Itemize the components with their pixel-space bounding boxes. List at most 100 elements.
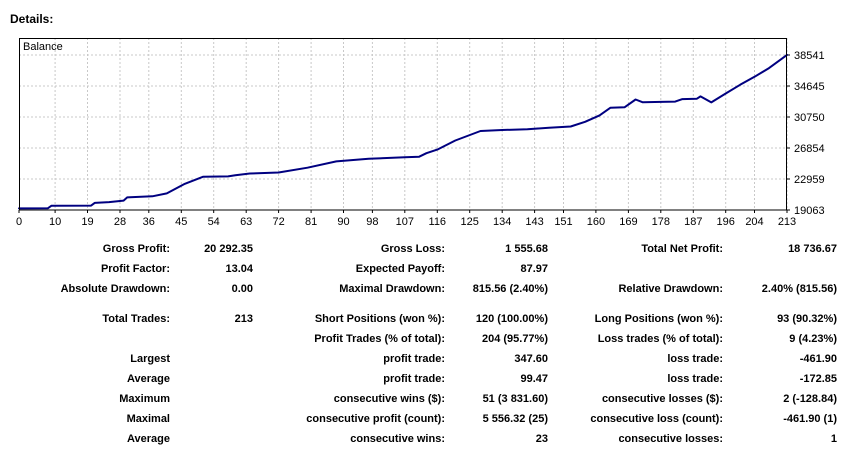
x-axis-label: 28 [114,216,126,228]
x-axis-label: 196 [717,216,735,228]
stat-label: Short Positions (won %): [314,313,445,325]
x-axis-label: 90 [337,216,349,228]
y-axis-label: 22959 [794,174,825,186]
x-axis-label: 45 [175,216,187,228]
chart-legend-balance: Balance [23,41,63,53]
x-axis-label: 116 [429,216,447,228]
table-row: Absolute Drawdown: 0.00 Maximal Drawdown: 8… [0,279,854,299]
table-row: Total Trades: 213 Short Positions (won %):… [0,309,854,329]
stat-label: Loss trades (% of total): [597,333,723,345]
table-gap-row [0,299,854,309]
stat-label: Gross Loss: [380,243,445,255]
table-row: Maximum consecutive wins ($): 51 (3 831.60… [0,389,854,409]
y-axis-label: 30750 [794,112,825,124]
stat-label: Maximal [126,413,170,425]
stat-label: loss trade: [667,353,723,365]
stat-value: 213 [234,313,253,325]
x-axis-label: 125 [461,216,479,228]
x-axis-label: 107 [396,216,414,228]
stat-label: consecutive wins: [350,433,445,445]
stat-value [170,409,253,429]
y-axis-label: 34645 [794,81,825,93]
stat-value: 13.04 [225,263,253,275]
x-axis-label: 0 [16,216,22,228]
stat-label: Expected Payoff: [355,263,445,275]
x-axis-label: 134 [493,216,511,228]
x-axis-label: 98 [366,216,378,228]
x-axis-label: 160 [587,216,605,228]
stat-value [723,259,837,279]
x-axis-label: 10 [49,216,61,228]
stat-label: Average [126,433,170,445]
x-axis-label: 143 [525,216,543,228]
table-row: Profit Trades (% of total): 204 (95.77%) L… [0,329,854,349]
table-row: Largest profit trade: 347.60 loss trade: -46… [0,349,854,369]
details-heading: Details: [10,12,54,26]
stat-value: 1 [830,433,837,445]
stat-value: -172.85 [799,373,837,385]
stat-value: 9 (4.23%) [789,333,837,345]
y-axis-label: 26854 [794,143,825,155]
stat-value [170,329,253,349]
balance-line [18,53,788,210]
plot-border [19,38,787,211]
stat-label: profit trade: [383,353,445,365]
stat-value: 20 292.35 [204,243,253,255]
stat-label: Maximal Drawdown: [339,283,445,295]
stat-label: consecutive losses ($): [601,393,723,405]
stat-label: Largest [130,353,170,365]
stat-value: 2.40% (815.56) [761,283,837,295]
stat-label: Relative Drawdown: [618,283,723,295]
x-axis-label: 151 [554,216,572,228]
stat-label [0,329,170,349]
stat-value: 0.00 [231,283,253,295]
x-axis-label: 204 [745,216,763,228]
plot-area [19,38,787,210]
table-row: Maximal consecutive profit (count): 5 556.… [0,409,854,429]
x-axis-label: 54 [208,216,220,228]
stat-label: Total Net Profit: [641,243,723,255]
stat-value: 18 736.67 [788,243,837,255]
stat-label [548,259,723,279]
stat-value: 120 (100.00%) [475,313,548,325]
stat-value [170,349,253,369]
balance-chart: 0 10 19 28 36 45 54 63 72 81 90 98 107 116 125 134 143 15… [16,38,825,228]
x-axis-label: 81 [305,216,317,228]
stat-value: 347.60 [514,353,548,365]
stat-value [170,369,253,389]
stat-label: Long Positions (won %): [594,313,723,325]
table-row: Average profit trade: 99.47 loss trade: -172… [0,369,854,389]
stat-value: 2 (-128.84) [783,393,837,405]
stat-label: consecutive losses: [618,433,723,445]
x-axis-label: 169 [619,216,637,228]
stat-value: -461.90 [799,353,837,365]
x-axis-label: 213 [778,216,796,228]
stat-value [170,389,253,409]
stat-label: consecutive wins ($): [333,393,445,405]
stat-value: 815.56 (2.40%) [472,283,548,295]
stat-label: Average [126,373,170,385]
stat-label: Profit Trades (% of total): [314,333,445,345]
stat-label: Total Trades: [102,313,170,325]
stat-label: consecutive loss (count): [590,413,723,425]
x-axis-label: 187 [684,216,702,228]
stat-value: 51 (3 831.60) [482,393,548,405]
stat-value: 99.47 [520,373,548,385]
stat-label: profit trade: [383,373,445,385]
stat-value: 1 555.68 [505,243,548,255]
stat-label: Gross Profit: [102,243,170,255]
table-row: Average consecutive wins: 23 consecutive lo… [0,429,854,449]
stat-label: Absolute Drawdown: [60,283,170,295]
stat-value: 5 556.32 (25) [482,413,548,425]
stat-value: 93 (90.32%) [777,313,837,325]
table-row: Gross Profit: 20 292.35 Gross Loss: 1 555.6… [0,239,854,259]
table-row: Profit Factor: 13.04 Expected Payoff: 87.97 [0,259,854,279]
x-axis-label: 36 [143,216,155,228]
stat-label: loss trade: [667,373,723,385]
x-axis-label: 19 [81,216,93,228]
y-axis-label: 19063 [794,205,825,217]
balance-chart-panel: 0 10 19 28 36 45 54 63 72 81 90 98 107 116 125 134 143 15… [16,38,825,228]
x-axis-label: 72 [272,216,284,228]
stat-value: 204 (95.77%) [481,333,548,345]
